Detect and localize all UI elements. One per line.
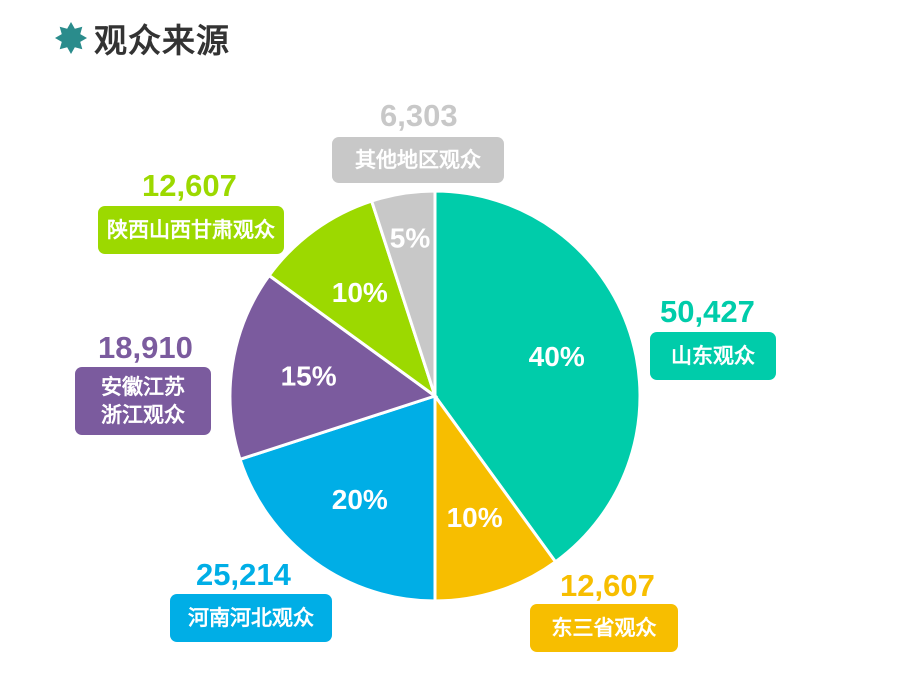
slice-percent-label-2: 20% (332, 484, 388, 515)
pie-slice-0 (433, 189, 642, 564)
callout-value-3: 18,910 (98, 330, 193, 365)
callout-value-0: 50,427 (660, 294, 755, 329)
slice-percent-label-0: 40% (529, 341, 585, 372)
slice-percent-label-4: 10% (332, 277, 388, 308)
pie-slice-4 (267, 199, 438, 400)
callout-label-4: 陕西山西甘肃观众 (98, 206, 284, 254)
slice-percent-label-3: 15% (281, 361, 337, 392)
callout-label-3: 安徽江苏 浙江观众 (75, 367, 211, 435)
pie-slice-3 (228, 273, 439, 462)
callout-value-5: 6,303 (380, 98, 458, 133)
pie-slice-1 (433, 391, 558, 603)
chart-title-group: 观众来源 (54, 14, 230, 62)
slice-percent-label-1: 10% (447, 502, 503, 533)
callout-value-1: 12,607 (560, 568, 655, 603)
callout-label-1: 东三省观众 (530, 604, 678, 652)
pie-slice-2 (238, 393, 437, 603)
callout-value-4: 12,607 (142, 168, 237, 203)
callout-label-2: 河南河北观众 (170, 594, 332, 642)
callout-value-2: 25,214 (196, 557, 291, 592)
callout-label-5: 其他地区观众 (332, 137, 504, 183)
slice-percent-label-5: 5% (390, 223, 431, 254)
star-icon (55, 22, 87, 54)
pie-slice-5 (369, 189, 437, 397)
callout-label-0: 山东观众 (650, 332, 776, 380)
chart-title: 观众来源 (94, 21, 230, 60)
